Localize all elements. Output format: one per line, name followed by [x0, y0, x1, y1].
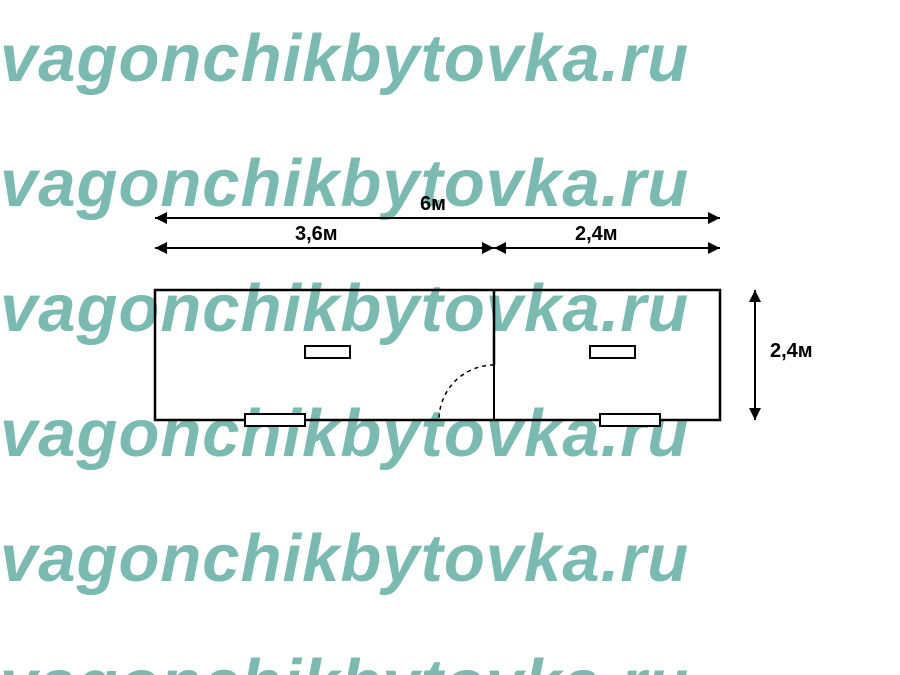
- dim-label-left: 3,6м: [295, 223, 338, 246]
- exterior-door-right: [600, 414, 660, 426]
- stage: vagonchikbytovka.ru vagonchikbytovka.ru …: [0, 0, 900, 675]
- dim-label-total: 6м: [420, 193, 446, 216]
- dim-label-height: 2,4м: [770, 340, 813, 363]
- window-right: [590, 346, 635, 358]
- floor-plan-diagram: [0, 0, 900, 675]
- window-left: [305, 346, 350, 358]
- dim-label-right: 2,4м: [575, 223, 618, 246]
- dim-height: [749, 290, 761, 420]
- exterior-door-left: [245, 414, 305, 426]
- interior-door-arc: [439, 365, 494, 420]
